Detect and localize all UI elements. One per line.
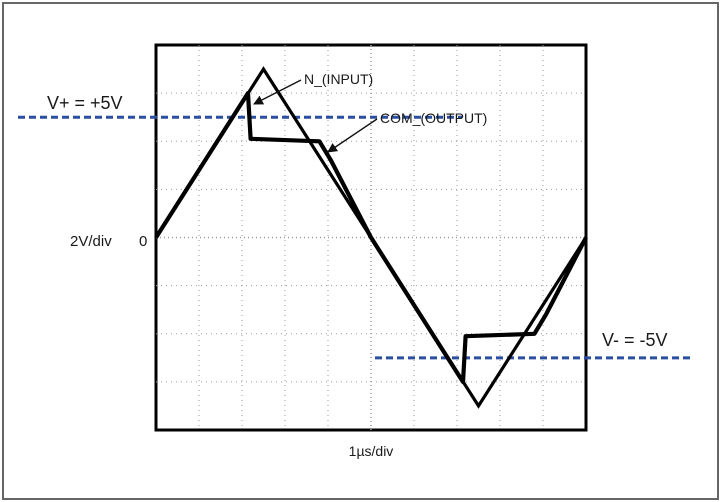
y-zero-label: 0 — [139, 233, 147, 250]
y-scale-label: 2V/div — [70, 233, 112, 250]
output-trace — [154, 90, 588, 384]
reference-lines — [18, 115, 692, 360]
vminus-label: V- = -5V — [602, 330, 668, 350]
vplus-label: V+ = +5V — [47, 93, 123, 113]
input-annotation-arrow — [253, 79, 302, 105]
grid — [156, 45, 586, 430]
x-scale-label: 1µs/div — [349, 443, 394, 459]
input-annotation-label: N_(INPUT) — [304, 71, 373, 87]
output-annotation-label: COM_(OUTPUT) — [380, 110, 487, 126]
output-annotation-arrow — [327, 118, 378, 153]
